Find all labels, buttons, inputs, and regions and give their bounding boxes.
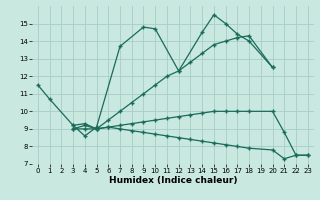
X-axis label: Humidex (Indice chaleur): Humidex (Indice chaleur) xyxy=(108,176,237,185)
